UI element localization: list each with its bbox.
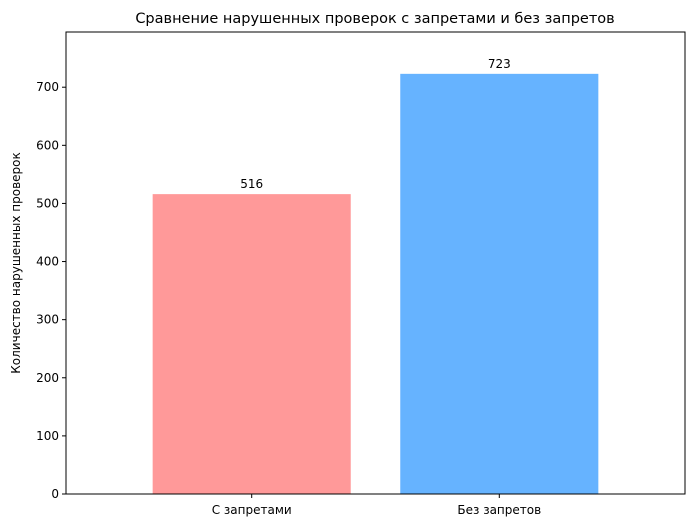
y-tick-label: 0 bbox=[51, 487, 59, 501]
bar bbox=[400, 73, 599, 495]
y-tick-label: 600 bbox=[36, 138, 59, 152]
data-label: 723 bbox=[488, 57, 511, 71]
y-tick-label: 700 bbox=[36, 80, 59, 94]
y-tick-label: 400 bbox=[36, 255, 59, 269]
y-axis-label: Количество нарушенных проверок bbox=[9, 152, 23, 373]
bar bbox=[152, 194, 351, 494]
y-tick-label: 500 bbox=[36, 196, 59, 210]
axes-frame bbox=[65, 31, 686, 495]
chart-title: Сравнение нарушенных проверок с запретам… bbox=[135, 11, 614, 27]
y-tick-label: 100 bbox=[36, 429, 59, 443]
x-tick-label: Без запретов bbox=[457, 503, 541, 517]
y-tick-label: 300 bbox=[36, 313, 59, 327]
data-label: 516 bbox=[240, 177, 263, 191]
plot-area: 516 С запретами 723 Без запретов 0 100 200 300 4… bbox=[36, 31, 686, 517]
x-tick-label: С запретами bbox=[212, 503, 292, 517]
y-tick-label: 200 bbox=[36, 371, 59, 385]
